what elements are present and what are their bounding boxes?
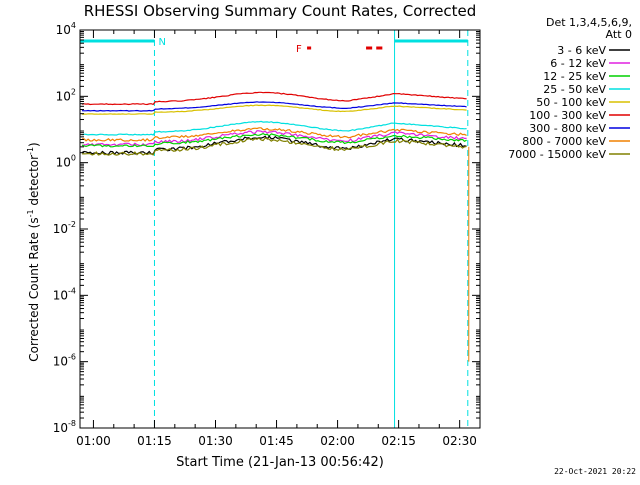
series-line	[81, 101, 467, 112]
y-tick-exp: -8	[68, 419, 76, 428]
y-tick-exp: -2	[68, 220, 76, 229]
x-tick-label: 01:45	[259, 434, 294, 448]
series-line	[81, 135, 467, 156]
series-line	[81, 104, 467, 115]
y-tick-base: 10	[53, 222, 68, 236]
footer-date: 22-Oct-2021 20:22	[554, 467, 636, 476]
y-tick-label: 100	[56, 154, 76, 170]
series-line	[81, 120, 467, 136]
y-tick-exp: 0	[71, 154, 76, 163]
x-tick-label: 02:30	[442, 434, 477, 448]
legend-label: 300 - 800 keV	[529, 122, 606, 135]
y-tick-label: 10-4	[53, 286, 76, 302]
y-tick-label: 104	[56, 21, 76, 37]
legend-header-line2: Att 0	[606, 28, 632, 41]
y-axis-label-sup1: -1	[26, 209, 35, 217]
legend-label: 7000 - 15000 keV	[508, 148, 606, 161]
legend-label: 3 - 6 keV	[557, 44, 606, 57]
y-axis-label: Corrected Count Rate (s-1 detector-1)	[26, 142, 41, 361]
y-tick-base: 10	[53, 355, 68, 369]
series-line	[81, 132, 467, 148]
y-tick-base: 10	[56, 156, 71, 170]
y-tick-base: 10	[56, 23, 71, 37]
legend-header-line1: Det 1,3,4,5,6,9,	[546, 16, 632, 29]
y-tick-label: 10-6	[53, 353, 76, 369]
plot-frame	[79, 29, 481, 429]
x-tick-label: 02:00	[320, 434, 355, 448]
y-tick-exp: -6	[68, 353, 76, 362]
y-tick-base: 10	[56, 89, 71, 103]
chart-title: RHESSI Observing Summary Count Rates, Co…	[84, 2, 477, 20]
x-tick-label: 01:00	[76, 434, 111, 448]
y-axis-label-mid: detector	[27, 155, 41, 210]
y-tick-label: 102	[56, 87, 76, 103]
y-axis-label-end: )	[27, 142, 41, 147]
y-tick-label: 10-2	[53, 220, 76, 236]
y-tick-label: 10-8	[53, 419, 76, 435]
series-line	[81, 91, 467, 106]
legend-label: 25 - 50 keV	[543, 83, 606, 96]
y-tick-base: 10	[53, 288, 68, 302]
series-line	[82, 127, 467, 142]
y-tick-exp: 2	[71, 87, 76, 96]
legend-label: 100 - 300 keV	[529, 109, 606, 122]
x-axis-label: Start Time (21-Jan-13 00:56:42)	[176, 455, 384, 470]
y-tick-exp: 4	[71, 21, 76, 30]
y-tick-exp: -4	[68, 286, 76, 295]
y-axis-label-main: Corrected Count Rate (s	[27, 217, 41, 361]
y-tick-base: 10	[53, 421, 68, 435]
x-tick-label: 01:15	[137, 434, 172, 448]
series-line	[81, 137, 467, 156]
legend-label: 50 - 100 keV	[536, 96, 606, 109]
legend-label: 6 - 12 keV	[550, 57, 606, 70]
series-line	[81, 130, 467, 147]
x-tick-label: 02:15	[381, 434, 416, 448]
night-label: N	[158, 37, 165, 48]
x-tick-label: 01:30	[198, 434, 233, 448]
y-axis-label-sup2: -1	[26, 147, 35, 155]
legend-label: 12 - 25 keV	[543, 70, 606, 83]
flare-label: F	[296, 44, 302, 55]
legend-label: 800 - 7000 keV	[522, 135, 606, 148]
